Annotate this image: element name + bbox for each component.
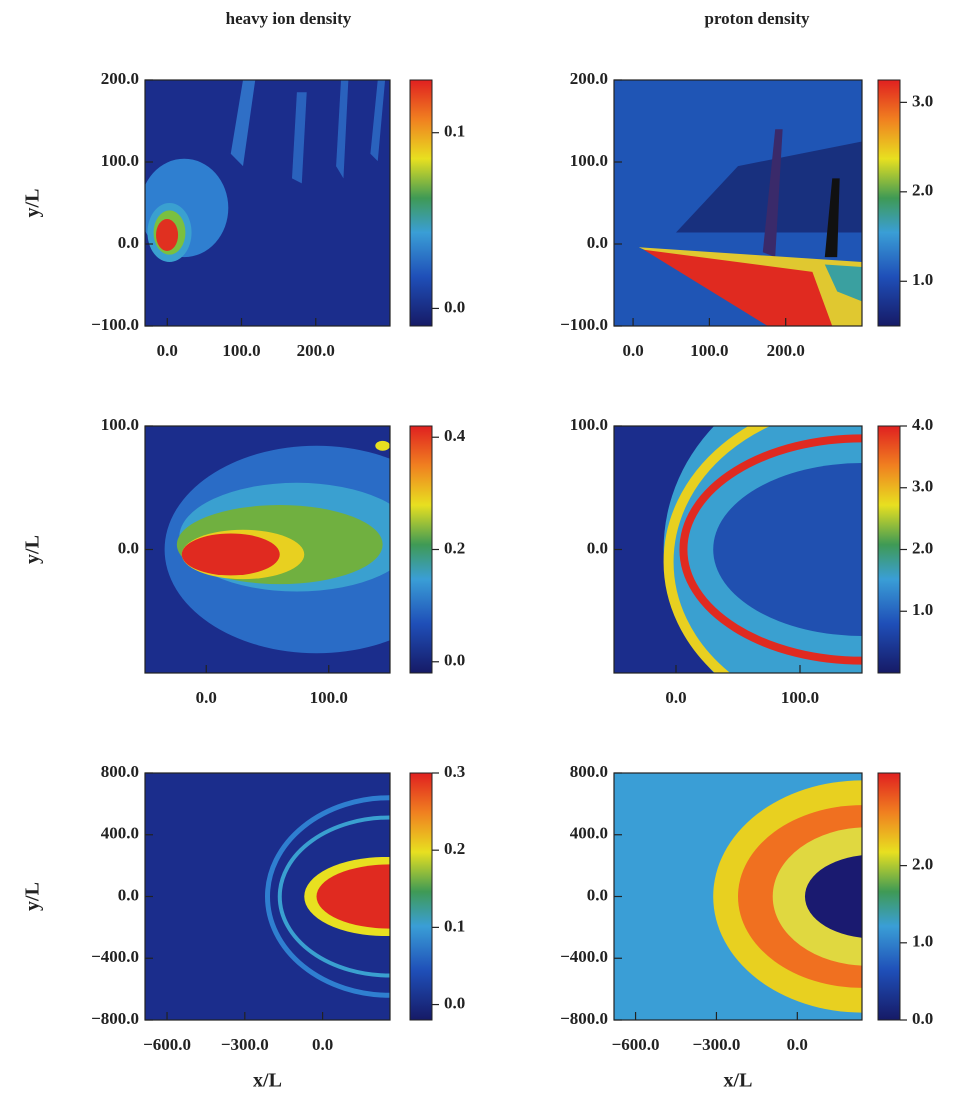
y-tick-label: 100.0	[570, 151, 608, 170]
y-tick-label: 0.0	[118, 885, 139, 904]
field-image	[145, 773, 513, 1020]
heatmap-panel: 0.0 100.0 0.0 100.0 1.0 2.0 3.0 4.0	[570, 364, 963, 735]
y-tick-label: 800.0	[101, 762, 139, 781]
x-tick-label: 200.0	[297, 341, 335, 360]
colorbar	[878, 773, 900, 1020]
y-tick-label: 0.0	[587, 885, 608, 904]
colorbar	[410, 773, 432, 1020]
field-image	[614, 364, 963, 735]
y-tick-label: 0.0	[118, 538, 139, 557]
colorbar	[878, 80, 900, 326]
colorbar-tick-label: 1.0	[912, 932, 933, 951]
y-tick-label: 100.0	[101, 151, 139, 170]
x-tick-label: 100.0	[690, 341, 728, 360]
y-tick-label: 0.0	[587, 233, 608, 252]
y-axis-label: y/L	[22, 189, 44, 218]
y-tick-label: −400.0	[91, 947, 139, 966]
x-tick-label: 100.0	[222, 341, 260, 360]
field-region	[182, 533, 280, 575]
field-image	[614, 80, 862, 326]
colorbar-tick-label: 0.1	[444, 122, 465, 141]
column-title: proton density	[704, 9, 810, 28]
colorbar-tick-label: 3.0	[912, 477, 933, 496]
y-tick-label: 200.0	[101, 69, 139, 88]
x-tick-label: −300.0	[692, 1035, 740, 1054]
colorbar-tick-label: 0.3	[444, 762, 465, 781]
colorbar-tick-label: 2.0	[912, 855, 933, 874]
x-tick-label: 100.0	[310, 688, 348, 707]
x-tick-label: −600.0	[612, 1035, 660, 1054]
x-tick-label: 100.0	[781, 688, 819, 707]
colorbar-tick-label: 0.4	[444, 426, 466, 445]
x-tick-label: 0.0	[665, 688, 686, 707]
column-title: heavy ion density	[226, 9, 352, 28]
field-image	[614, 773, 963, 1020]
x-tick-label: 0.0	[157, 341, 178, 360]
y-tick-label: 400.0	[101, 824, 139, 843]
colorbar-tick-label: 1.0	[912, 600, 933, 619]
y-tick-label: −800.0	[560, 1009, 608, 1028]
heatmap-panel: −600.0 −300.0 0.0 −800.0 −400.0 0.0 400.0 800.0…	[560, 762, 963, 1092]
colorbar-tick-label: 2.0	[912, 538, 933, 557]
x-tick-label: 0.0	[196, 688, 217, 707]
y-tick-label: 0.0	[587, 538, 608, 557]
y-tick-label: 0.0	[118, 233, 139, 252]
x-tick-label: 0.0	[787, 1035, 808, 1054]
x-tick-label: −300.0	[221, 1035, 269, 1054]
colorbar	[878, 426, 900, 673]
colorbar-tick-label: 0.0	[444, 993, 465, 1012]
x-axis-label: x/L	[253, 1070, 282, 1092]
colorbar-tick-label: 2.0	[912, 181, 933, 200]
y-axis-label: y/L	[22, 882, 44, 911]
colorbar-tick-label: 0.1	[444, 916, 465, 935]
colorbar-tick-label: 1.0	[912, 270, 933, 289]
colorbar-tick-label: 0.2	[444, 538, 465, 557]
y-tick-label: −400.0	[560, 947, 608, 966]
heatmap-panel: 0.0 100.0 0.0 100.0 0.0 0.2 0.4 y/L	[22, 415, 469, 707]
colorbar	[410, 80, 432, 326]
y-tick-label: −100.0	[91, 315, 139, 334]
x-tick-label: 0.0	[622, 341, 643, 360]
heatmap-panel: −600.0 −300.0 0.0 −800.0 −400.0 0.0 400.0 800.0…	[22, 762, 513, 1092]
field-region	[375, 441, 390, 451]
field-region	[156, 219, 178, 251]
heatmap-panel: 0.0 100.0 200.0 −100.0 0.0 100.0 200.0 0.0 0.1 he…	[22, 9, 466, 360]
y-tick-label: −100.0	[560, 315, 608, 334]
colorbar-tick-label: 4.0	[912, 415, 933, 434]
figure: 0.0 100.0 200.0 −100.0 0.0 100.0 200.0 0.0 0.1 he…	[0, 0, 963, 1097]
colorbar-tick-label: 0.0	[912, 1009, 933, 1028]
y-tick-label: 100.0	[101, 415, 139, 434]
colorbar-tick-label: 3.0	[912, 91, 933, 110]
colorbar-tick-label: 0.0	[444, 297, 465, 316]
colorbar-tick-label: 0.2	[444, 839, 465, 858]
x-tick-label: 200.0	[767, 341, 805, 360]
colorbar	[410, 426, 432, 673]
y-tick-label: −800.0	[91, 1009, 139, 1028]
y-tick-label: 200.0	[570, 69, 608, 88]
x-tick-label: 0.0	[312, 1035, 333, 1054]
y-tick-label: 800.0	[570, 762, 608, 781]
y-tick-label: 100.0	[570, 415, 608, 434]
x-tick-label: −600.0	[143, 1035, 191, 1054]
heatmap-panel: 0.0 100.0 200.0 −100.0 0.0 100.0 200.0 1.0 2.0 3.…	[560, 9, 933, 360]
field-image	[140, 80, 390, 326]
colorbar-tick-label: 0.0	[444, 651, 465, 670]
x-axis-label: x/L	[724, 1070, 753, 1092]
y-axis-label: y/L	[22, 535, 44, 564]
y-tick-label: 400.0	[570, 824, 608, 843]
